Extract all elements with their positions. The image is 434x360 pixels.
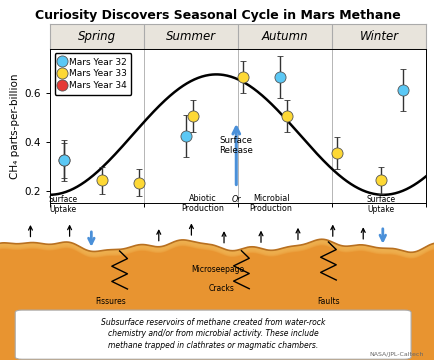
FancyBboxPatch shape — [15, 310, 410, 359]
Text: Microbial
Production: Microbial Production — [249, 194, 292, 213]
Text: Spring: Spring — [78, 30, 116, 43]
Text: NASA/JPL-Caltech: NASA/JPL-Caltech — [369, 352, 423, 357]
Text: Fissures: Fissures — [95, 297, 126, 306]
Text: Surface
Uptake: Surface Uptake — [365, 195, 394, 214]
Polygon shape — [0, 239, 434, 360]
Text: Abiotic
Production: Abiotic Production — [181, 194, 224, 213]
Text: Faults: Faults — [316, 297, 339, 306]
Text: Surface
Uptake: Surface Uptake — [49, 195, 77, 214]
Polygon shape — [0, 239, 434, 258]
Polygon shape — [0, 239, 434, 255]
Text: Or: Or — [231, 195, 240, 204]
Text: Cracks: Cracks — [208, 284, 234, 293]
Polygon shape — [0, 239, 434, 256]
Text: Winter: Winter — [359, 30, 398, 43]
Polygon shape — [0, 239, 434, 256]
Polygon shape — [0, 239, 434, 258]
Text: Autumn: Autumn — [261, 30, 308, 43]
Text: Microseepage: Microseepage — [191, 265, 243, 274]
Text: Curiosity Discovers Seasonal Cycle in Mars Methane: Curiosity Discovers Seasonal Cycle in Ma… — [35, 9, 399, 22]
Polygon shape — [0, 239, 434, 255]
Text: Summer: Summer — [166, 30, 216, 43]
Legend: Mars Year 32, Mars Year 33, Mars Year 34: Mars Year 32, Mars Year 33, Mars Year 34 — [54, 53, 131, 95]
Polygon shape — [0, 239, 434, 258]
Text: Subsurface reservoirs of methane created from water-rock
chemistry and/or from m: Subsurface reservoirs of methane created… — [101, 318, 325, 350]
Polygon shape — [0, 239, 434, 257]
Text: Surface
Release: Surface Release — [219, 136, 253, 156]
Y-axis label: CH₄ parts-per-billion: CH₄ parts-per-billion — [10, 73, 20, 179]
Polygon shape — [0, 239, 434, 257]
